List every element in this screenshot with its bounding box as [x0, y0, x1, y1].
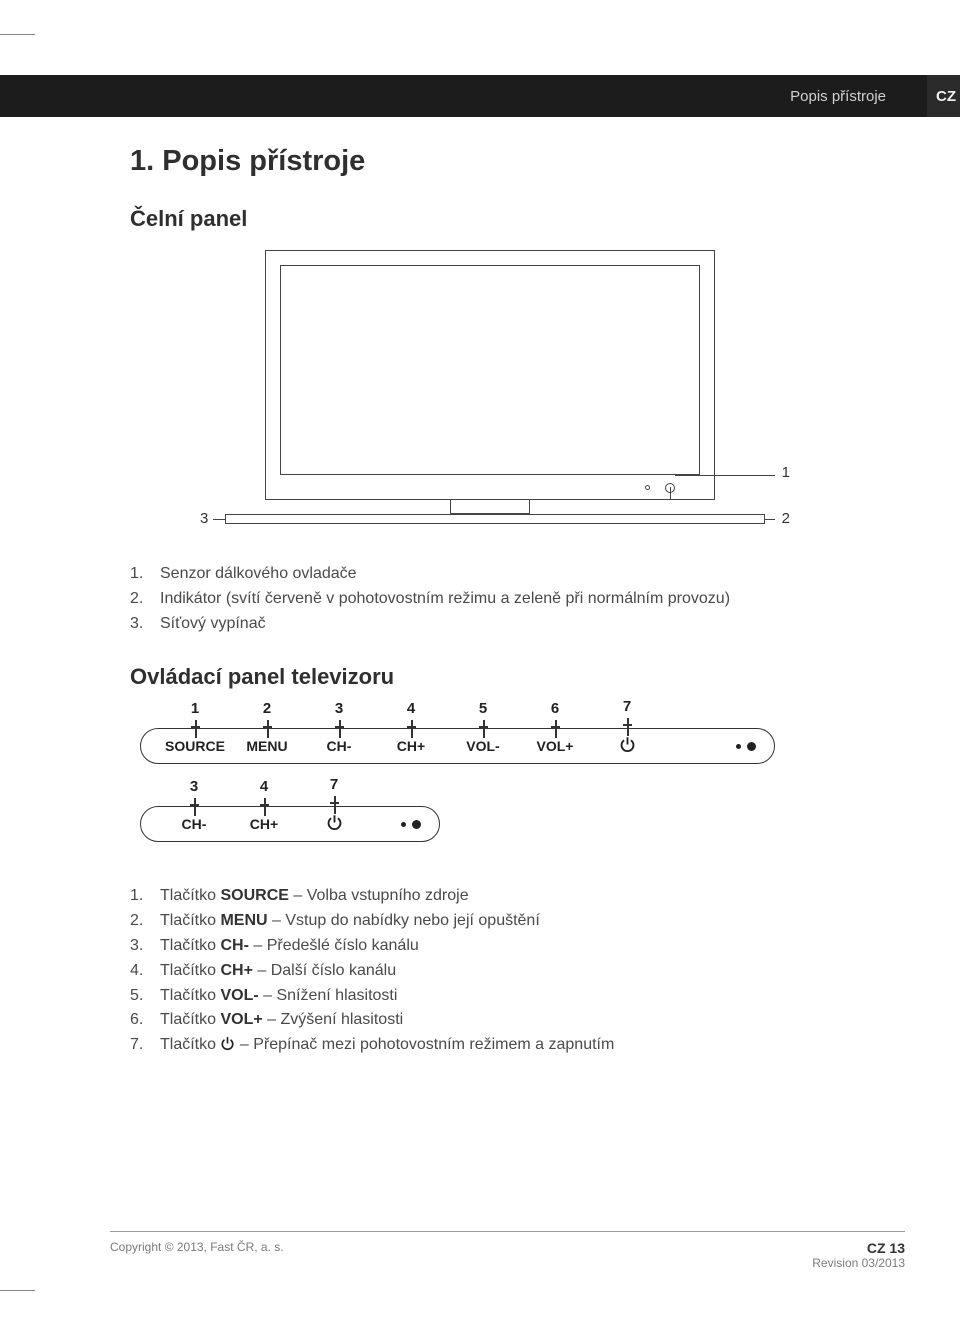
panel-button-source: 1SOURCE	[159, 738, 231, 754]
callout-line-2	[765, 519, 775, 520]
header-section-label: Popis přístroje	[790, 88, 886, 105]
section-control-panel-heading: Ovládací panel televizoru	[130, 664, 860, 690]
callout-3: 3	[200, 510, 208, 527]
panel-button-ch+: 4CH+	[375, 738, 447, 754]
control-panel-large: 1SOURCE2MENU3CH-4CH+5VOL-6VOL+7	[140, 728, 775, 764]
list-item: 3.Tlačítko CH- – Předešlé číslo kanálu	[130, 934, 860, 959]
list-item: 6.Tlačítko VOL+ – Zvýšení hlasitosti	[130, 1008, 860, 1033]
panel-button-menu: 2MENU	[231, 738, 303, 754]
crop-mark-bottom	[0, 1290, 35, 1291]
panel-button-ch+: 4CH+	[229, 816, 299, 832]
power-icon	[220, 1035, 235, 1060]
tv-diagram: 1 2 3	[175, 250, 815, 550]
callout-2: 2	[782, 510, 790, 527]
control-panel-small: 3CH-4CH+7	[140, 806, 440, 842]
header-bar: Popis přístroje CZ	[0, 75, 960, 117]
panel-button-ch-: 3CH-	[303, 738, 375, 754]
list-item: 2.Indikátor (svítí červeně v pohotovostn…	[130, 587, 860, 612]
callout-line-1	[675, 475, 775, 476]
page-content: 1. Popis přístroje Čelní panel 1 2 3 1.S…	[130, 145, 860, 1060]
control-panel-list: 1.Tlačítko SOURCE – Volba vstupního zdro…	[130, 884, 860, 1060]
panel-indicator-dots	[369, 820, 421, 829]
header-lang-code: CZ	[927, 75, 960, 117]
crop-mark-top	[0, 34, 35, 35]
list-item: 1.Senzor dálkového ovladače	[130, 562, 860, 587]
panel-button-pwr: 7	[299, 814, 369, 834]
callout-1: 1	[782, 464, 790, 481]
panel-button-vol+: 6VOL+	[519, 738, 591, 754]
callout-line-3	[213, 519, 225, 520]
list-item: 5.Tlačítko VOL- – Snížení hlasitosti	[130, 984, 860, 1009]
tv-stem	[450, 500, 530, 514]
panel-indicator-dots	[663, 742, 756, 751]
list-item: 4.Tlačítko CH+ – Další číslo kanálu	[130, 959, 860, 984]
footer-copyright: Copyright © 2013, Fast ČR, a. s.	[110, 1240, 284, 1254]
footer-page-number: CZ 13	[812, 1240, 905, 1256]
control-panel-diagrams: 1SOURCE2MENU3CH-4CH+5VOL-6VOL+7 3CH-4CH+…	[140, 728, 860, 842]
tv-screen	[280, 265, 700, 475]
page-title: 1. Popis přístroje	[130, 145, 860, 178]
list-item: 7.Tlačítko – Přepínač mezi pohotovostním…	[130, 1033, 860, 1060]
led-indicator-icon	[665, 483, 675, 493]
list-item: 2.Tlačítko MENU – Vstup do nabídky nebo …	[130, 909, 860, 934]
list-item: 1.Tlačítko SOURCE – Volba vstupního zdro…	[130, 884, 860, 909]
front-panel-list: 1.Senzor dálkového ovladače2.Indikátor (…	[130, 562, 860, 636]
section-front-panel-heading: Čelní panel	[130, 206, 860, 232]
panel-button-ch-: 3CH-	[159, 816, 229, 832]
list-item: 3.Síťový vypínač	[130, 612, 860, 637]
ir-sensor-icon	[645, 485, 650, 490]
page-footer: Copyright © 2013, Fast ČR, a. s. CZ 13 R…	[110, 1231, 905, 1270]
panel-button-vol-: 5VOL-	[447, 738, 519, 754]
footer-revision: Revision 03/2013	[812, 1256, 905, 1270]
tv-base	[225, 514, 765, 524]
panel-button-pwr: 7	[591, 736, 663, 756]
